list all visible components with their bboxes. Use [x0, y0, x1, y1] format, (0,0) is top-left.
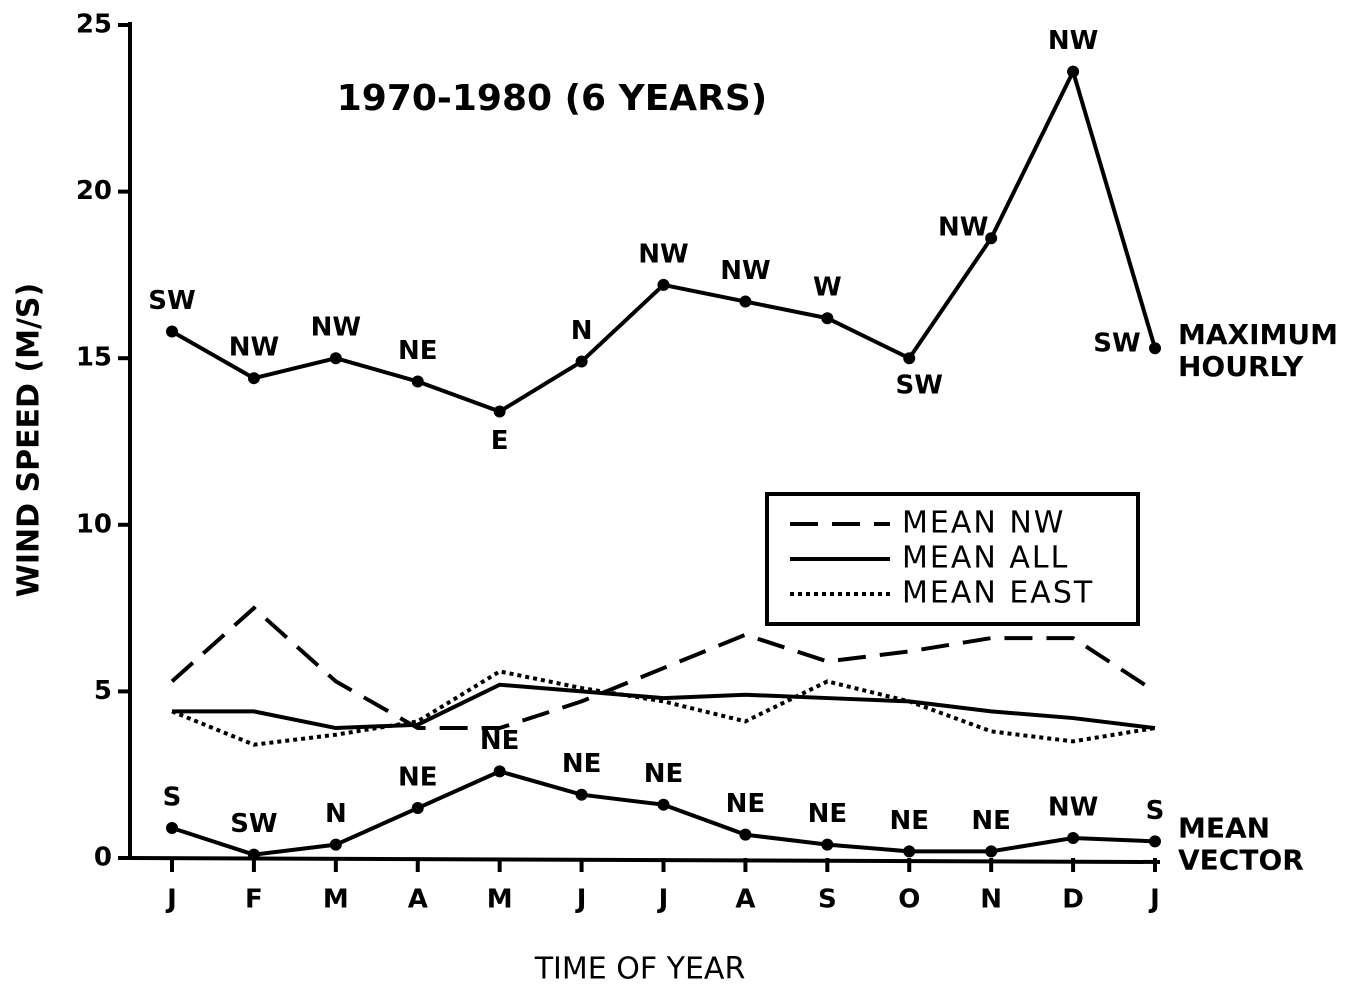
x-tick-label: J	[165, 885, 177, 915]
point-label: NW	[229, 333, 279, 363]
point	[493, 765, 506, 778]
y-tick-label: 10	[76, 509, 112, 539]
point	[1067, 832, 1080, 845]
point-label: N	[325, 799, 347, 829]
point-label: NW	[638, 239, 688, 269]
point-label: SW	[896, 371, 943, 401]
point-label: NE	[808, 799, 848, 829]
point	[1149, 835, 1161, 848]
series-line	[172, 682, 1156, 731]
x-axis-label: TIME OF YEAR	[534, 952, 746, 987]
legend-label: MEAN NW	[902, 506, 1065, 541]
point	[821, 312, 834, 325]
legend-label: MEAN EAST	[902, 576, 1094, 611]
x-tick-label: A	[735, 885, 755, 915]
y-tick-label: 15	[76, 343, 112, 373]
point-label: S	[163, 783, 182, 813]
point	[575, 788, 588, 801]
x-tick-label: J	[1148, 885, 1160, 915]
point-label: NW	[311, 313, 361, 343]
point-label: SW	[148, 286, 195, 316]
point-label: NE	[480, 726, 520, 756]
point	[985, 232, 998, 245]
point-label: NW	[720, 256, 770, 286]
point-label: NW	[938, 213, 988, 243]
point	[575, 355, 588, 368]
point	[166, 822, 178, 835]
x-tick-label: S	[818, 885, 837, 915]
point-label: SW	[1093, 329, 1140, 359]
point	[166, 325, 178, 338]
point	[493, 405, 506, 418]
series-line	[170, 605, 1157, 731]
point-label: NW	[1048, 793, 1098, 823]
x-tick-label: J	[657, 885, 669, 915]
y-tick-label: 0	[94, 843, 112, 873]
point	[247, 848, 260, 861]
point	[247, 372, 260, 385]
series-label: MAXIMUM HOURLY	[1178, 318, 1338, 383]
series-label: MEAN VECTOR	[1178, 811, 1304, 876]
point	[903, 352, 916, 365]
point-label: NE	[644, 759, 684, 789]
point-label: NE	[726, 789, 766, 819]
point-label: E	[491, 426, 509, 456]
point-label: W	[813, 273, 842, 303]
x-tick-label: A	[408, 885, 428, 915]
y-tick-label: 25	[76, 10, 112, 40]
point-label: NE	[562, 749, 602, 779]
point	[739, 295, 752, 308]
point	[821, 838, 834, 851]
y-tick-label: 20	[76, 176, 112, 206]
x-tick-label: M	[487, 885, 513, 915]
x-tick-label: M	[323, 885, 349, 915]
y-axis-label: WIND SPEED (M/S)	[12, 283, 47, 597]
point	[657, 798, 670, 811]
point-label: NE	[971, 806, 1011, 836]
point-label: NE	[398, 763, 438, 793]
point	[329, 838, 342, 851]
point	[1149, 342, 1161, 355]
x-tick-label: F	[245, 885, 263, 915]
series-line	[171, 669, 1156, 747]
legend-box	[765, 492, 1140, 626]
legend-label: MEAN ALL	[902, 541, 1069, 576]
point-label: NW	[1048, 26, 1098, 56]
point	[903, 845, 916, 858]
point-label: NE	[889, 806, 929, 836]
x-tick-label: N	[980, 885, 1002, 915]
point	[985, 845, 998, 858]
point-label: SW	[230, 809, 277, 839]
y-tick-label: 5	[94, 676, 112, 706]
point	[411, 375, 424, 388]
point	[739, 828, 752, 841]
point	[657, 278, 670, 291]
x-tick-label: J	[575, 885, 587, 915]
x-tick-label: O	[898, 885, 920, 915]
point	[1067, 65, 1080, 78]
point-label: S	[1146, 796, 1165, 826]
x-axis	[127, 856, 1161, 864]
chart-title: 1970-1980 (6 YEARS)	[337, 78, 768, 119]
point	[329, 352, 342, 365]
point	[411, 802, 424, 815]
point-label: N	[571, 316, 593, 346]
x-tick-label: D	[1062, 885, 1084, 915]
point-label: NE	[398, 336, 438, 366]
